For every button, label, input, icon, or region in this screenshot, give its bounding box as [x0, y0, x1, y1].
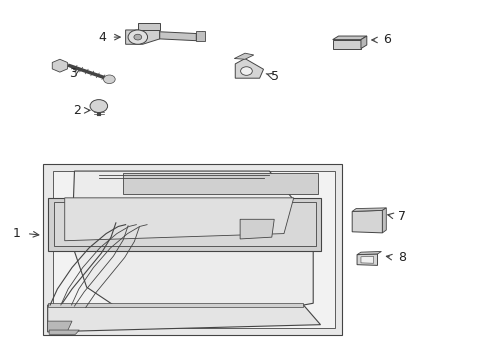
Polygon shape: [48, 321, 72, 332]
Polygon shape: [357, 254, 377, 265]
Polygon shape: [352, 208, 386, 211]
Polygon shape: [52, 59, 68, 72]
Polygon shape: [125, 30, 160, 44]
Circle shape: [128, 30, 147, 44]
Text: 6: 6: [383, 33, 391, 46]
Text: 7: 7: [398, 210, 406, 223]
Polygon shape: [240, 219, 274, 239]
Polygon shape: [361, 256, 374, 263]
Text: 8: 8: [398, 251, 406, 264]
Text: 4: 4: [99, 31, 107, 44]
Polygon shape: [138, 23, 160, 30]
Polygon shape: [48, 303, 303, 307]
Polygon shape: [333, 40, 361, 49]
Polygon shape: [357, 251, 381, 255]
Polygon shape: [74, 171, 313, 305]
Polygon shape: [54, 202, 316, 246]
Polygon shape: [48, 198, 320, 251]
Polygon shape: [123, 173, 318, 194]
Text: 5: 5: [271, 70, 279, 83]
Text: 1: 1: [13, 227, 21, 240]
Polygon shape: [382, 208, 386, 233]
Polygon shape: [235, 59, 264, 78]
Circle shape: [90, 100, 108, 112]
Circle shape: [134, 34, 142, 40]
Polygon shape: [43, 164, 343, 336]
Circle shape: [241, 67, 252, 75]
Polygon shape: [160, 32, 196, 41]
Polygon shape: [196, 31, 205, 41]
Polygon shape: [333, 36, 367, 40]
Polygon shape: [52, 171, 335, 328]
Text: 3: 3: [70, 67, 77, 80]
Polygon shape: [234, 53, 254, 59]
Polygon shape: [48, 305, 320, 332]
Polygon shape: [65, 198, 294, 241]
Text: 2: 2: [73, 104, 81, 117]
Polygon shape: [361, 36, 367, 49]
Polygon shape: [352, 210, 382, 233]
Circle shape: [103, 75, 115, 84]
Polygon shape: [49, 330, 79, 334]
